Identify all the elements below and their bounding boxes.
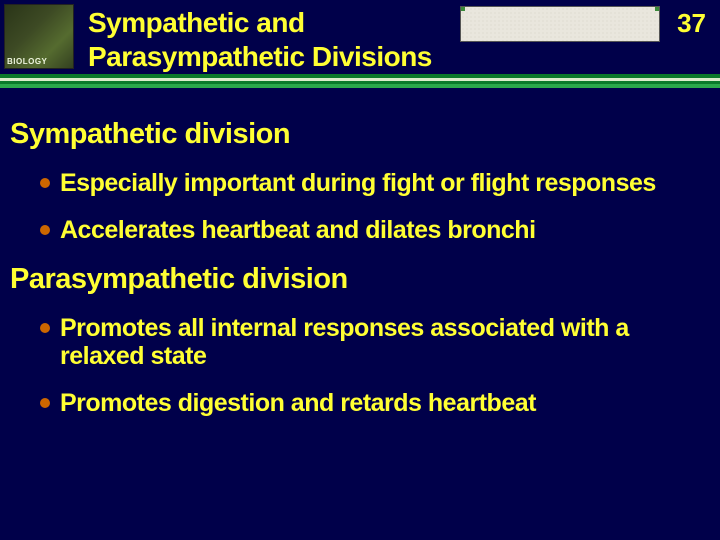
bullet-item: Especially important during fight or fli…: [40, 169, 710, 198]
title-line1: Sympathetic and: [88, 7, 305, 38]
accent-bar: [0, 74, 720, 88]
slide-title: Sympathetic and Parasympathetic Division…: [88, 6, 432, 73]
section-heading: Sympathetic division: [10, 118, 710, 151]
bullet-item: Promotes digestion and retards heartbeat: [40, 389, 710, 418]
accent-stripe: [0, 84, 720, 88]
logo-text: BIOLOGY: [7, 57, 47, 66]
slide: BIOLOGY Sympathetic and Parasympathetic …: [0, 0, 720, 540]
bullet-item: Accelerates heartbeat and dilates bronch…: [40, 216, 710, 245]
bullet-item: Promotes all internal responses associat…: [40, 314, 710, 372]
title-line2: Parasympathetic Divisions: [88, 41, 432, 72]
header-texture-box: [460, 6, 660, 42]
page-number: 37: [677, 8, 706, 39]
slide-content: Sympathetic division Especially important…: [0, 100, 720, 418]
logo-image: BIOLOGY: [4, 4, 74, 69]
section-heading: Parasympathetic division: [10, 263, 710, 296]
slide-header: BIOLOGY Sympathetic and Parasympathetic …: [0, 0, 720, 90]
